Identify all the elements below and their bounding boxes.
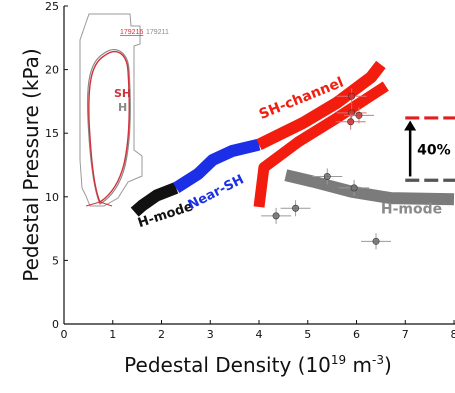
y-tick-label: 20 — [45, 64, 59, 77]
x-tick-label: 7 — [402, 328, 409, 341]
data-point — [348, 92, 356, 100]
x-tick-label: 4 — [256, 328, 263, 341]
series-line-2 — [256, 60, 386, 150]
data-point — [292, 204, 300, 212]
x-tick-label: 8 — [451, 328, 455, 341]
inset-leg-1 — [85, 201, 101, 207]
data-point — [348, 109, 356, 117]
y-tick-label: 0 — [52, 318, 59, 331]
inset-red-separatrix — [88, 51, 130, 204]
x-tick-label: 1 — [109, 328, 116, 341]
series-line-0 — [130, 182, 179, 217]
inset-label-h: H — [118, 101, 127, 114]
y-tick-label: 25 — [45, 0, 59, 13]
data-point — [350, 184, 358, 192]
x-axis-title-suffix: ) — [384, 353, 392, 377]
inset-equilibrium: 179216 179211 SH H — [79, 13, 169, 207]
curve-label-h-mode-right: H-mode — [381, 201, 442, 217]
x-axis-title: Pedestal Density (1019 m-3) — [124, 353, 392, 377]
x-axis-title-middle: m — [346, 353, 372, 377]
series-line-3 — [253, 81, 389, 208]
y-axis-title: Pedestal Pressure (kPa) — [19, 48, 43, 281]
data-point — [347, 118, 355, 126]
data-point — [372, 237, 380, 245]
x-tick-label: 0 — [61, 328, 68, 341]
data-layer: 40% — [130, 60, 455, 250]
x-tick-label: 3 — [207, 328, 214, 341]
tick-layer: 0 1 2 3 4 5 6 7 8 0 5 10 15 20 25 — [45, 0, 455, 341]
inset-label-sh: SH — [114, 87, 131, 100]
annotation-arrow-label: 40% — [417, 142, 451, 158]
series-line-4 — [284, 169, 455, 206]
y-tick-label: 15 — [45, 127, 59, 140]
x-tick-label: 5 — [304, 328, 311, 341]
inset-gray-separatrix — [86, 49, 131, 205]
x-axis-title-exp1: 19 — [331, 353, 346, 367]
inset-leg-2 — [99, 201, 113, 207]
y-tick-label: 10 — [45, 191, 59, 204]
inset-vessel-wall — [79, 13, 143, 207]
data-point — [323, 172, 331, 180]
inset-shot-gray: 179211 — [146, 29, 169, 36]
x-axis-title-prefix: Pedestal Density (10 — [124, 353, 331, 377]
series-line-1 — [172, 138, 261, 193]
data-point — [355, 111, 363, 119]
x-axis-title-exp2: -3 — [372, 353, 384, 367]
data-point — [272, 212, 280, 220]
inset-shot-red: 179216 — [120, 29, 143, 36]
x-tick-label: 6 — [353, 328, 360, 341]
y-tick-label: 5 — [52, 254, 59, 267]
annotation-arrow-head — [404, 120, 417, 131]
x-tick-label: 2 — [158, 328, 165, 341]
